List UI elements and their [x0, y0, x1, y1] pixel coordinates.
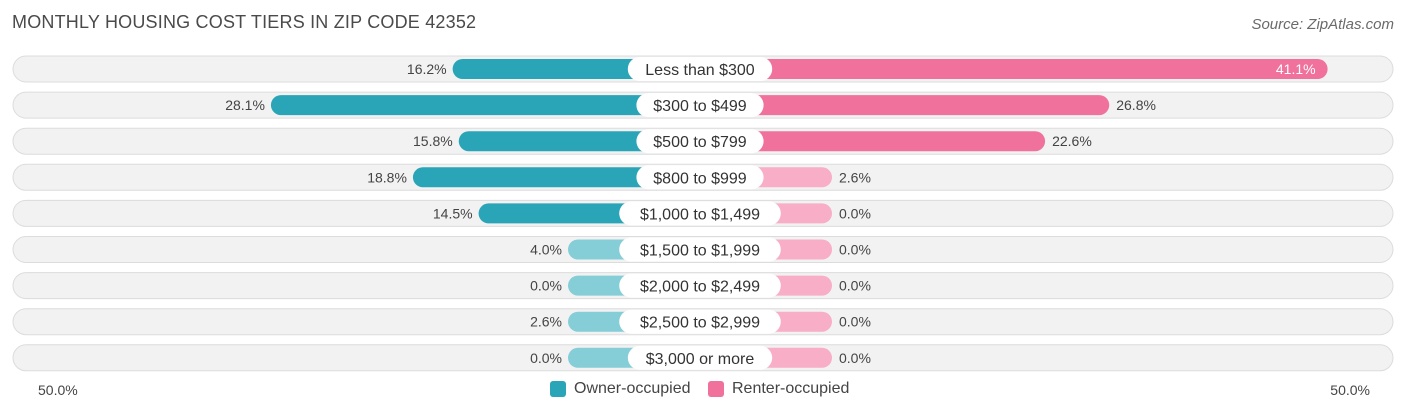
- renter-value-label: 41.1%: [1276, 61, 1316, 77]
- legend-owner: Owner-occupied: [550, 380, 691, 398]
- owner-value-label: 15.8%: [413, 133, 453, 149]
- category-label: $500 to $799: [653, 134, 747, 151]
- renter-value-label: 0.0%: [839, 205, 871, 221]
- renter-value-label: 0.0%: [839, 278, 871, 294]
- owner-value-label: 2.6%: [530, 314, 562, 330]
- category-pill: [636, 165, 764, 190]
- owner-value-label: 14.5%: [433, 205, 473, 221]
- owner-value-label: 18.8%: [367, 169, 407, 185]
- category-pill: [627, 57, 773, 81]
- owner-value-label: 0.0%: [530, 278, 562, 294]
- renter-bar: [700, 95, 1110, 116]
- owner-bar: [412, 167, 700, 188]
- legend-owner-label: Owner-occupied: [574, 380, 691, 397]
- renter-bar: [700, 59, 1328, 79]
- category-label: $300 to $499: [653, 98, 747, 115]
- renter-bar: [700, 131, 1046, 152]
- renter-value-label: 26.8%: [1116, 97, 1156, 113]
- renter-value-label: 0.0%: [839, 314, 871, 330]
- category-pill: [636, 93, 764, 118]
- category-pill: [619, 309, 781, 334]
- category-label: $2,000 to $2,499: [640, 279, 760, 296]
- renter-value-label: 22.6%: [1052, 133, 1092, 149]
- category-label: $1,000 to $1,499: [640, 206, 760, 223]
- owner-value-label: 28.1%: [225, 97, 265, 113]
- renter-value-label: 0.0%: [839, 350, 871, 366]
- legend-owner-swatch: [550, 381, 566, 397]
- category-pill: [619, 237, 781, 262]
- category-pill: [619, 273, 781, 298]
- legend-renter-label: Renter-occupied: [732, 380, 850, 397]
- owner-value-label: 16.2%: [407, 61, 447, 77]
- category-label: $3,000 or more: [646, 351, 755, 368]
- legend-renter: Renter-occupied: [708, 380, 849, 398]
- category-pill: [627, 345, 773, 370]
- category-label: $1,500 to $1,999: [640, 243, 760, 260]
- owner-value-label: 0.0%: [530, 350, 562, 366]
- axis-left-label: 50.0%: [38, 382, 78, 398]
- axis-right-label: 50.0%: [1330, 382, 1370, 398]
- legend-renter-swatch: [708, 381, 724, 397]
- category-label: $800 to $999: [653, 170, 747, 187]
- owner-value-label: 4.0%: [530, 242, 562, 258]
- category-label: $2,500 to $2,999: [640, 315, 760, 332]
- renter-value-label: 2.6%: [839, 169, 871, 185]
- category-pill: [636, 129, 764, 154]
- renter-value-label: 0.0%: [839, 242, 871, 258]
- chart-title: MONTHLY HOUSING COST TIERS IN ZIP CODE 4…: [12, 12, 477, 32]
- category-label: Less than $300: [645, 62, 755, 79]
- category-pill: [619, 201, 781, 226]
- owner-bar: [270, 95, 700, 116]
- source-label: Source: ZipAtlas.com: [1251, 16, 1394, 33]
